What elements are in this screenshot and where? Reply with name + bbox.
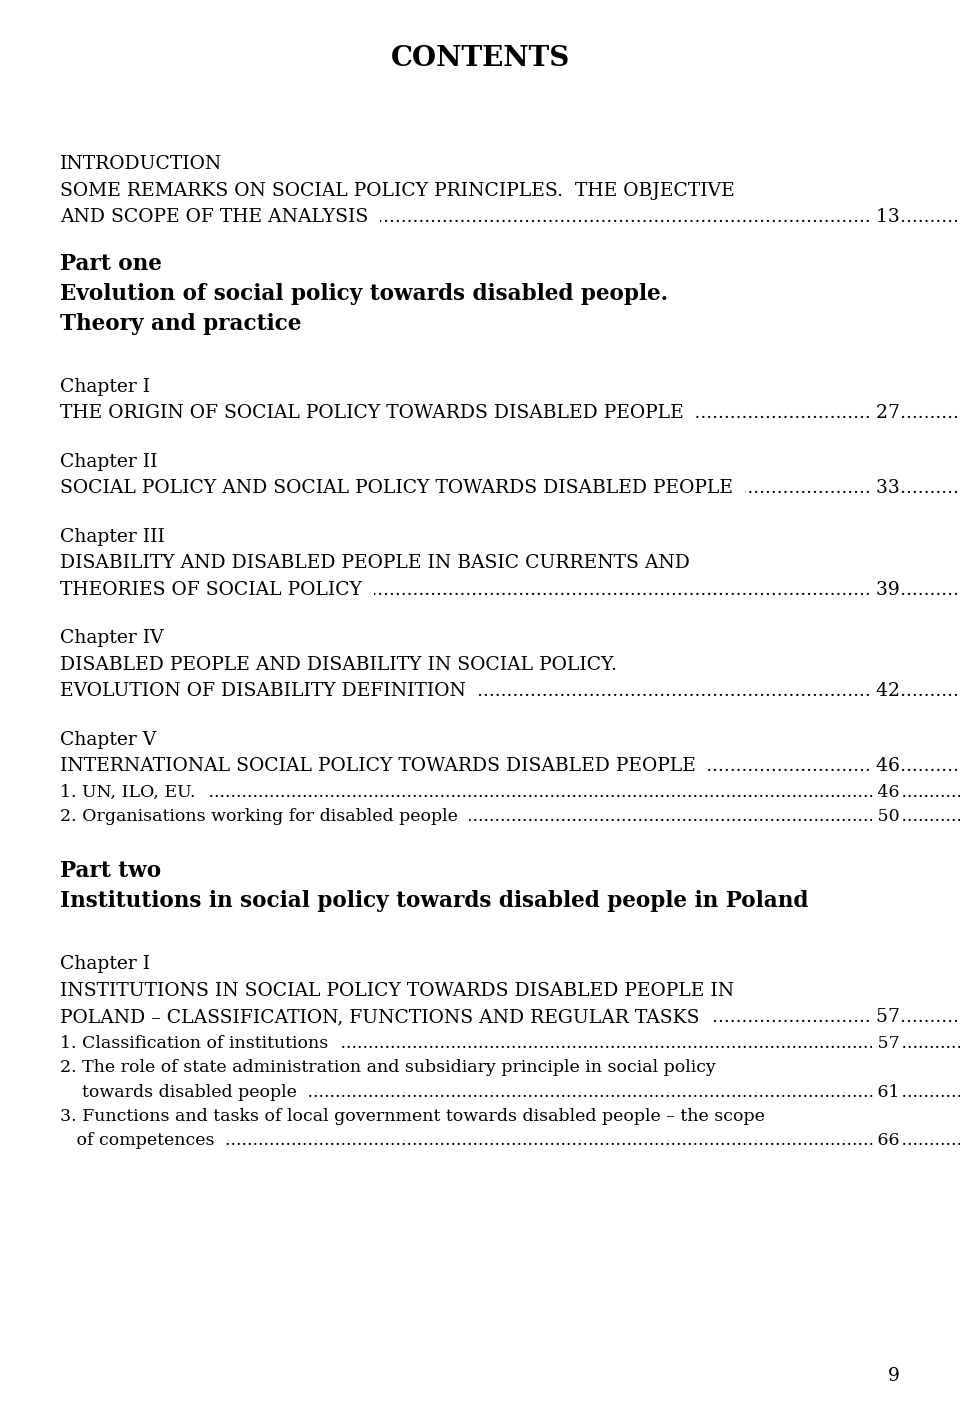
Text: INSTITUTIONS IN SOCIAL POLICY TOWARDS DISABLED PEOPLE IN: INSTITUTIONS IN SOCIAL POLICY TOWARDS DI… bbox=[60, 982, 734, 1000]
Text: ................................................................................: ........................................… bbox=[60, 1034, 960, 1051]
Text: ................................................................................: ........................................… bbox=[60, 808, 960, 825]
Text: EVOLUTION OF DISABILITY DEFINITION: EVOLUTION OF DISABILITY DEFINITION bbox=[60, 682, 478, 700]
Text: ................................................................................: ........................................… bbox=[60, 405, 960, 422]
Text: THEORIES OF SOCIAL POLICY: THEORIES OF SOCIAL POLICY bbox=[60, 580, 374, 599]
Text: Chapter IV: Chapter IV bbox=[60, 630, 163, 647]
Text: SOME REMARKS ON SOCIAL POLICY PRINCIPLES.  THE OBJECTIVE: SOME REMARKS ON SOCIAL POLICY PRINCIPLES… bbox=[60, 181, 734, 200]
Text: 57: 57 bbox=[873, 1034, 900, 1051]
Text: THE ORIGIN OF SOCIAL POLICY TOWARDS DISABLED PEOPLE: THE ORIGIN OF SOCIAL POLICY TOWARDS DISA… bbox=[60, 405, 696, 422]
Text: 27: 27 bbox=[870, 405, 900, 422]
Text: POLAND – CLASSIFICATION, FUNCTIONS AND REGULAR TASKS: POLAND – CLASSIFICATION, FUNCTIONS AND R… bbox=[60, 1009, 711, 1026]
Text: of competences: of competences bbox=[60, 1132, 226, 1149]
Text: 61: 61 bbox=[873, 1084, 900, 1101]
Text: 13: 13 bbox=[871, 208, 900, 226]
Text: Chapter II: Chapter II bbox=[60, 453, 157, 471]
Text: ................................................................................: ........................................… bbox=[60, 580, 960, 599]
Text: ................................................................................: ........................................… bbox=[60, 1009, 960, 1026]
Text: INTERNATIONAL SOCIAL POLICY TOWARDS DISABLED PEOPLE: INTERNATIONAL SOCIAL POLICY TOWARDS DISA… bbox=[60, 757, 708, 775]
Text: 1. Classification of institutions: 1. Classification of institutions bbox=[60, 1034, 339, 1051]
Text: CONTENTS: CONTENTS bbox=[391, 45, 569, 72]
Text: AND SCOPE OF THE ANALYSIS: AND SCOPE OF THE ANALYSIS bbox=[60, 208, 380, 226]
Text: towards disabled people: towards disabled people bbox=[60, 1084, 308, 1101]
Text: ................................................................................: ........................................… bbox=[60, 208, 960, 226]
Text: SOCIAL POLICY AND SOCIAL POLICY TOWARDS DISABLED PEOPLE: SOCIAL POLICY AND SOCIAL POLICY TOWARDS … bbox=[60, 480, 745, 497]
Text: 50: 50 bbox=[873, 808, 900, 825]
Text: Evolution of social policy towards disabled people.: Evolution of social policy towards disab… bbox=[60, 283, 668, 304]
Text: ................................................................................: ........................................… bbox=[60, 480, 960, 497]
Text: 57: 57 bbox=[870, 1009, 900, 1026]
Text: Chapter I: Chapter I bbox=[60, 955, 150, 974]
Text: DISABILITY AND DISABLED PEOPLE IN BASIC CURRENTS AND: DISABILITY AND DISABLED PEOPLE IN BASIC … bbox=[60, 555, 690, 572]
Text: 46: 46 bbox=[873, 784, 900, 801]
Text: Chapter V: Chapter V bbox=[60, 730, 156, 749]
Text: 3. Functions and tasks of local government towards disabled people – the scope: 3. Functions and tasks of local governme… bbox=[60, 1108, 765, 1125]
Text: Chapter I: Chapter I bbox=[60, 378, 150, 396]
Text: DISABLED PEOPLE AND DISABILITY IN SOCIAL POLICY.: DISABLED PEOPLE AND DISABILITY IN SOCIAL… bbox=[60, 655, 617, 674]
Text: 42: 42 bbox=[870, 682, 900, 700]
Text: Theory and practice: Theory and practice bbox=[60, 313, 301, 334]
Text: ................................................................................: ........................................… bbox=[60, 784, 960, 801]
Text: ................................................................................: ........................................… bbox=[60, 1084, 960, 1101]
Text: 9: 9 bbox=[888, 1367, 900, 1385]
Text: Institutions in social policy towards disabled people in Poland: Institutions in social policy towards di… bbox=[60, 890, 808, 913]
Text: 2. Organisations working for disabled people: 2. Organisations working for disabled pe… bbox=[60, 808, 468, 825]
Text: INTRODUCTION: INTRODUCTION bbox=[60, 156, 223, 173]
Text: 39: 39 bbox=[871, 580, 900, 599]
Text: Part one: Part one bbox=[60, 252, 162, 275]
Text: ................................................................................: ........................................… bbox=[60, 757, 960, 775]
Text: 33: 33 bbox=[871, 480, 900, 497]
Text: ................................................................................: ........................................… bbox=[60, 1132, 960, 1149]
Text: 1. UN, ILO, EU.: 1. UN, ILO, EU. bbox=[60, 784, 206, 801]
Text: Chapter III: Chapter III bbox=[60, 528, 165, 546]
Text: Part two: Part two bbox=[60, 860, 161, 883]
Text: ................................................................................: ........................................… bbox=[60, 682, 960, 700]
Text: 66: 66 bbox=[873, 1132, 900, 1149]
Text: 2. The role of state administration and subsidiary principle in social policy: 2. The role of state administration and … bbox=[60, 1060, 716, 1077]
Text: 46: 46 bbox=[870, 757, 900, 775]
